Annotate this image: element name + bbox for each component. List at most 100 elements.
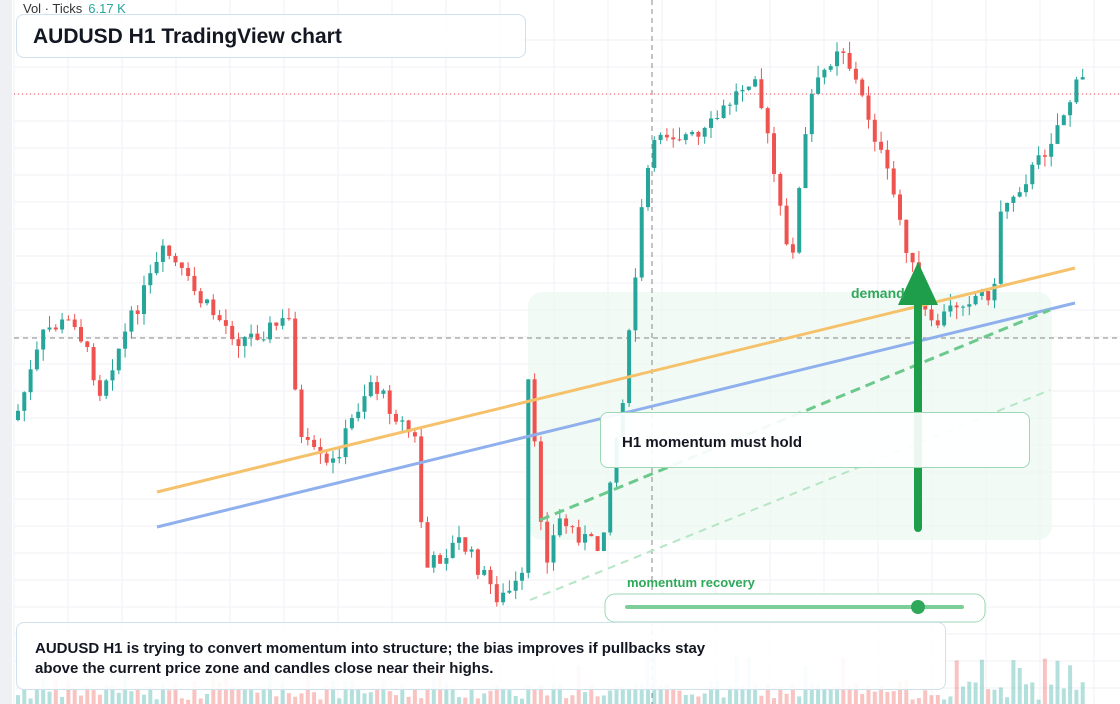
volume-bar: [28, 698, 33, 704]
candle-body: [463, 537, 468, 552]
candle-body: [929, 309, 934, 321]
callout: H1 momentum must hold: [600, 412, 1030, 468]
volume-bar: [904, 680, 909, 704]
candle-body: [696, 132, 701, 137]
candle-body: [261, 339, 266, 341]
candle-body: [709, 118, 713, 128]
candle-body: [652, 140, 657, 168]
volume-bar: [601, 695, 606, 704]
candle-body: [891, 168, 896, 195]
candle-body: [948, 305, 953, 312]
candle-body: [116, 348, 121, 371]
arrow-head: [898, 262, 938, 305]
candle-body: [866, 95, 871, 120]
volume-bar: [664, 683, 669, 704]
volume-bar: [154, 699, 159, 704]
volume-bar: [381, 681, 386, 704]
volume-bar: [192, 681, 197, 704]
candle-body: [1068, 102, 1073, 116]
volume-bar: [633, 682, 638, 704]
volume-bar: [482, 693, 487, 704]
candle-body: [28, 369, 33, 393]
volume-bar: [929, 695, 934, 704]
volume-bar: [727, 685, 732, 704]
volume-bar: [853, 682, 858, 704]
volume-bar: [702, 693, 707, 704]
candle-body: [412, 432, 417, 437]
candle-body: [97, 380, 102, 396]
candle-body: [192, 275, 197, 292]
volume-bar: [173, 684, 178, 704]
candle-body: [16, 410, 20, 420]
volume-bar: [520, 698, 524, 704]
candle-body: [809, 93, 814, 135]
candle-body: [91, 347, 96, 381]
volume-bar: [343, 680, 348, 704]
volume-bar: [866, 686, 871, 704]
candle-body: [255, 333, 260, 340]
volume-bar: [494, 685, 499, 704]
volume-bar: [671, 688, 676, 704]
candle-body: [841, 51, 846, 53]
candle-body: [979, 291, 984, 296]
demand-label: demand: [851, 285, 905, 301]
slider-knob[interactable]: [911, 600, 925, 614]
volume-bar: [992, 689, 997, 704]
volume-bar: [457, 697, 461, 704]
candle-body: [406, 420, 411, 433]
volume-bar: [261, 686, 266, 704]
volume-bar: [79, 695, 83, 704]
candle-body: [797, 188, 802, 253]
candle-body: [998, 211, 1003, 284]
candle-body: [375, 382, 380, 394]
volume-bar: [658, 685, 663, 704]
volume-bar: [551, 682, 556, 704]
candle-body: [564, 518, 569, 527]
volume-bar: [16, 695, 20, 704]
volume-bar: [589, 685, 594, 704]
candle-body: [419, 436, 424, 523]
candles: [16, 41, 1085, 607]
volume-bar: [1068, 665, 1073, 704]
volume-bar: [362, 693, 367, 704]
volume-bar: [1036, 699, 1041, 704]
volume-bar: [885, 691, 890, 704]
volume-bar: [425, 687, 430, 704]
candle-body: [1049, 143, 1054, 157]
candle-body: [53, 327, 58, 330]
candle-body: [671, 137, 676, 140]
candle-body: [1024, 184, 1028, 193]
candle-body: [532, 379, 537, 442]
volume-bar: [368, 692, 373, 704]
volume-bar: [538, 684, 543, 704]
volume-bar: [349, 681, 354, 704]
candle-body: [1074, 79, 1079, 103]
volume-bar: [249, 689, 254, 704]
volume-bar: [507, 690, 512, 704]
volume-bar: [444, 681, 449, 704]
candle-body: [570, 526, 575, 528]
volume-bar: [891, 691, 896, 704]
volume-label: Vol · Ticks: [23, 1, 83, 16]
candle-body: [803, 134, 808, 189]
volume-bar: [1049, 684, 1054, 704]
volume-bar: [1042, 658, 1047, 704]
candle-body: [753, 79, 758, 87]
candle-body: [501, 592, 506, 603]
candle-body: [601, 532, 606, 551]
volume-bar: [91, 690, 96, 704]
candle-body: [280, 318, 285, 326]
volume-bar: [293, 696, 298, 704]
volume-bar: [526, 685, 531, 704]
volume-bar: [116, 692, 121, 704]
candle-body: [475, 549, 480, 575]
candle-body: [746, 86, 751, 90]
volume-bar: [1024, 684, 1028, 704]
candle-body: [318, 446, 323, 454]
candle-body: [305, 437, 310, 440]
candle-body: [961, 306, 965, 308]
volume-bar: [41, 680, 46, 704]
candle-body: [898, 194, 902, 220]
candle-body: [1036, 155, 1041, 165]
